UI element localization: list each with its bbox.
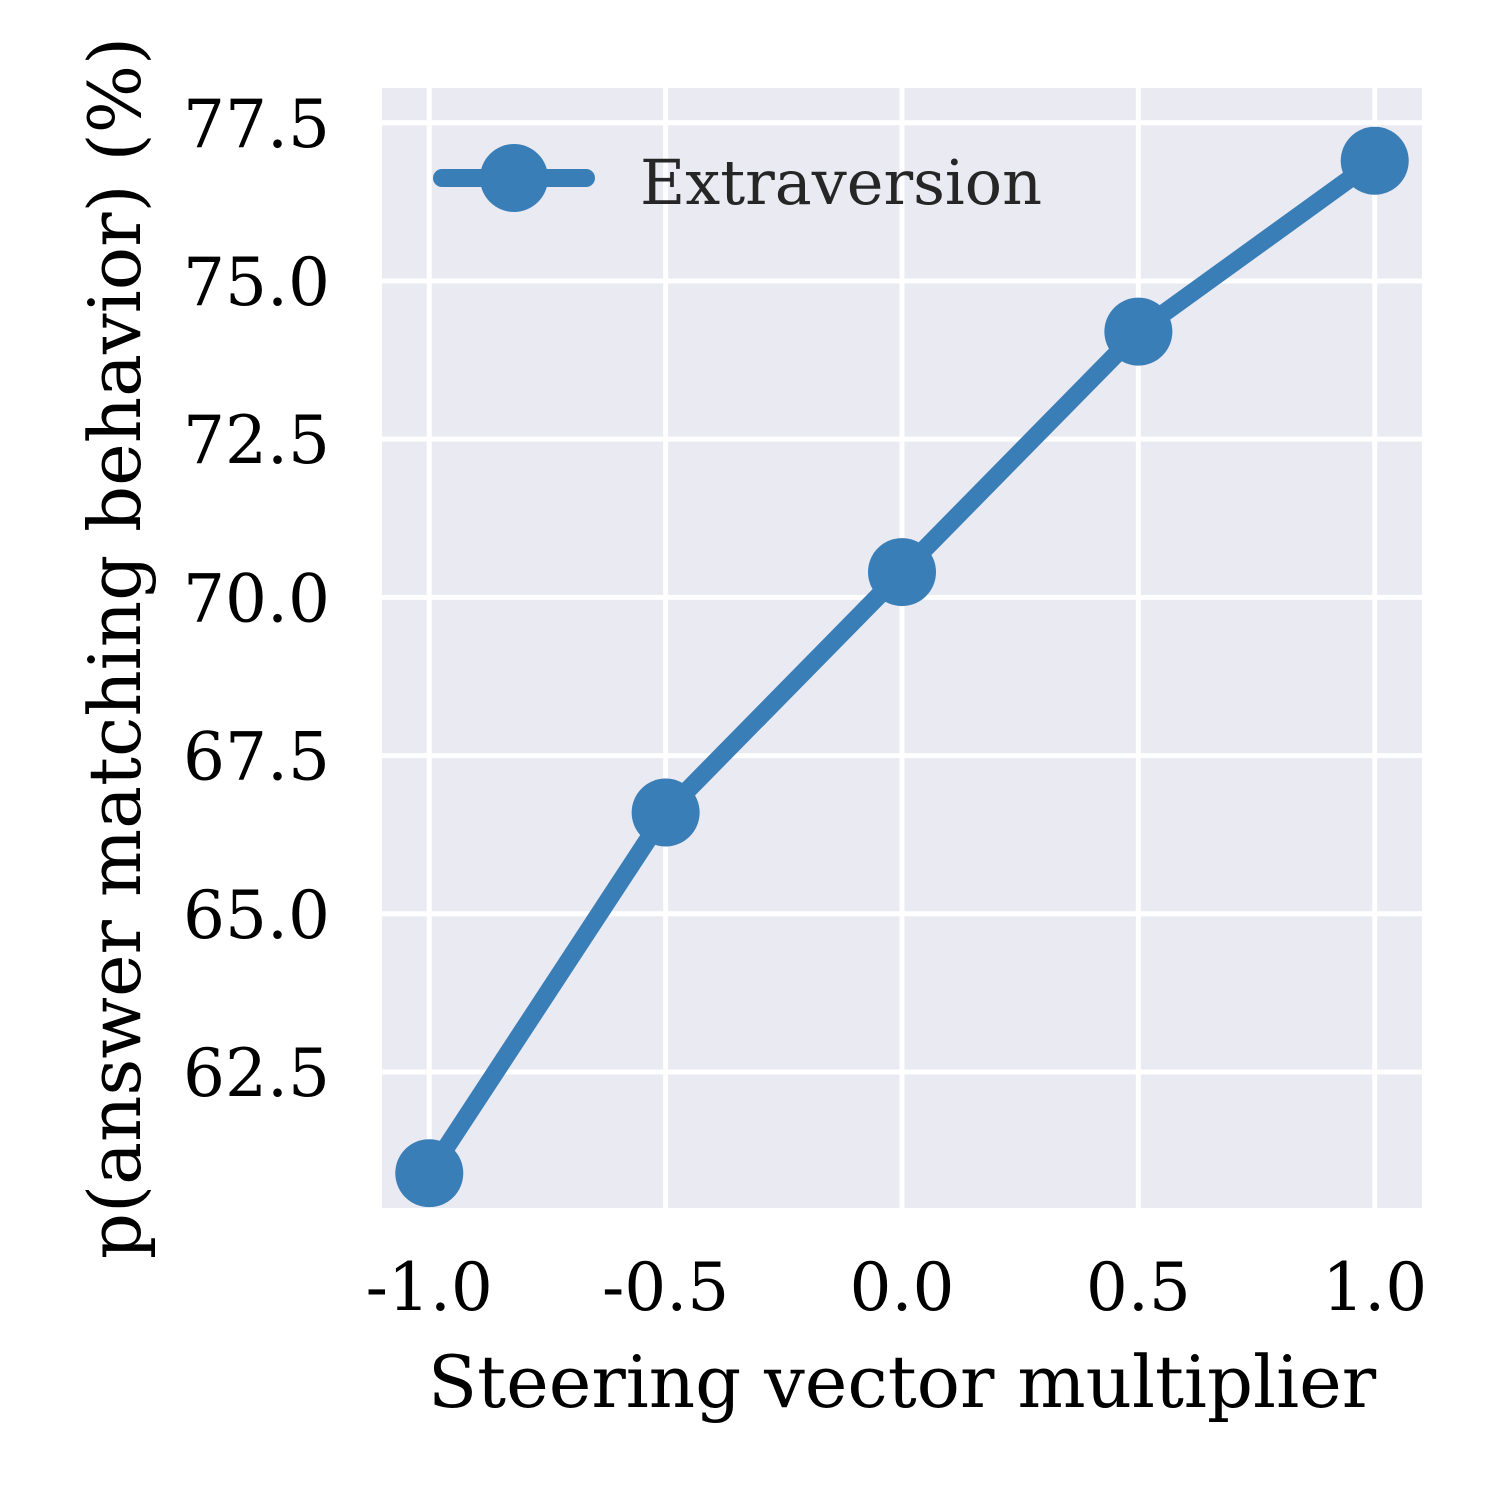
x-tick-label: -1.0	[366, 1249, 493, 1326]
data-point	[395, 1139, 464, 1208]
y-tick-label: 65.0	[183, 877, 330, 954]
x-tick-label: 1.0	[1322, 1249, 1427, 1326]
x-tick-label: 0.5	[1086, 1249, 1191, 1326]
y-tick-label: 72.5	[183, 402, 330, 479]
data-point	[1104, 297, 1173, 366]
series-layer	[395, 126, 1409, 1208]
data-point	[1340, 126, 1409, 195]
x-tick-label: 0.0	[850, 1249, 955, 1326]
y-tick-label: 62.5	[183, 1035, 330, 1112]
x-axis-label: Steering vector multiplier	[428, 1340, 1377, 1424]
y-tick-label: 75.0	[183, 244, 330, 321]
data-point	[868, 538, 936, 607]
legend-marker	[480, 144, 548, 212]
x-tick-labels: -1.0 -0.5 0.0 0.5 1.0	[366, 1249, 1428, 1326]
y-tick-label: 67.5	[183, 719, 330, 796]
data-point	[631, 778, 700, 847]
y-tick-label: 77.5	[183, 86, 330, 163]
grid-lines	[382, 88, 1422, 1208]
legend: Extraversion	[433, 144, 1042, 219]
legend-label: Extraversion	[640, 146, 1042, 219]
y-axis-label: p(answer matching behavior) (%)	[73, 37, 157, 1259]
y-tick-label: 70.0	[183, 560, 330, 637]
y-tick-labels: 62.5 65.0 67.5 70.0 72.5 75.0 77.5	[183, 86, 330, 1112]
x-tick-label: -0.5	[602, 1249, 729, 1326]
